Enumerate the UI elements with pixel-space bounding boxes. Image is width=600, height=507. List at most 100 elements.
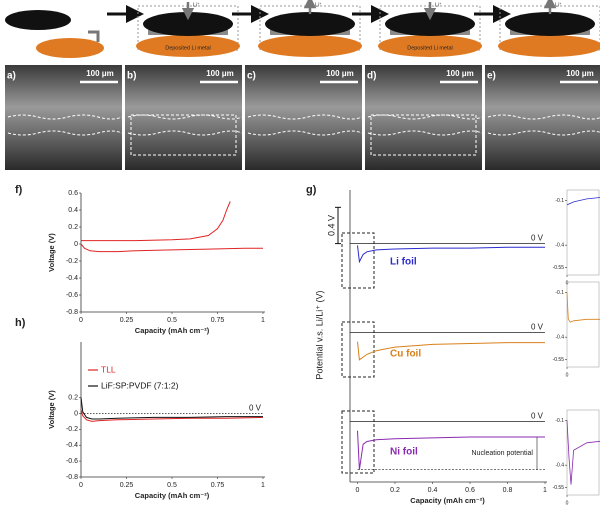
layer-boundary: [247, 130, 363, 136]
zoom-box: [341, 410, 375, 474]
ion-label: Li⁺: [555, 2, 562, 8]
y-tick-label: -0.4: [555, 463, 564, 469]
inset-frame: [566, 281, 600, 368]
layer-boundary: [127, 130, 243, 136]
y-tick-label: -0.6: [66, 292, 78, 299]
electrode: [143, 12, 233, 36]
ion-label: Li⁺: [193, 2, 200, 8]
y-tick-label: -0.8: [66, 309, 78, 316]
panel-label: d): [367, 71, 376, 82]
x-axis-label: Capacity (mAh cm⁻²): [135, 491, 210, 500]
y-axis-label: Voltage (V): [47, 390, 56, 429]
scale-label: 100 μm: [326, 69, 354, 78]
layer-boundary: [127, 114, 243, 120]
y-tick-label: 0: [74, 410, 78, 417]
deposit-label: Deposited Li metal: [165, 45, 211, 51]
reference-label: 0 V: [249, 404, 262, 413]
panel-label: b): [127, 71, 136, 82]
electrode: [258, 35, 362, 57]
data-line: [357, 245, 545, 264]
data-line: [566, 197, 600, 206]
x-tick-label: 0: [566, 500, 569, 506]
panel-label: h): [15, 317, 26, 329]
deposit-label: Deposited Li metal: [407, 45, 453, 51]
electrode: [498, 35, 600, 57]
y-tick-label: -0.4: [555, 243, 564, 249]
panel-label: a): [7, 71, 16, 82]
x-tick-label: 0.25: [120, 482, 134, 489]
data-line: [566, 292, 600, 323]
schematic: [5, 10, 104, 58]
x-tick-label: 1: [261, 317, 265, 324]
panel-label: e): [487, 71, 496, 82]
x-axis-label: Capacity (mAh cm⁻²): [135, 326, 210, 335]
series-label: Li foil: [390, 257, 417, 268]
y-tick-label: -0.8: [66, 474, 78, 481]
x-tick-label: 0: [356, 487, 360, 494]
layer-boundary: [367, 114, 483, 120]
y-tick-label: 0.2: [68, 394, 78, 401]
layer-boundary: [487, 114, 600, 120]
y-axis-label: Potential v.s. Li/Li⁺ (V): [314, 290, 324, 379]
y-tick-label: -0.55: [553, 265, 565, 271]
y-tick-label: -0.1: [555, 198, 564, 204]
scale-label: 100 μm: [566, 69, 594, 78]
x-tick-label: 1: [261, 482, 265, 489]
x-tick-label: 0: [566, 372, 569, 378]
x-tick-label: 1: [543, 487, 547, 494]
x-tick-label: 0.75: [211, 317, 225, 324]
y-tick-label: -0.6: [66, 458, 78, 465]
panel-label: f): [15, 184, 23, 196]
series-label: Ni foil: [390, 447, 418, 458]
data-line: [566, 420, 600, 485]
zoom-region: [370, 114, 477, 156]
reference-label: 0 V: [531, 234, 544, 243]
data-line: [357, 341, 545, 361]
reference-label: 0 V: [531, 412, 544, 421]
y-tick-label: 0.4: [68, 207, 78, 214]
scale-label: 0.4 V: [326, 215, 336, 236]
x-tick-label: 0.5: [167, 317, 177, 324]
electrode: [385, 12, 475, 36]
y-tick-label: -0.4: [555, 335, 564, 341]
x-tick-label: 0: [79, 482, 83, 489]
data-line: [80, 243, 263, 253]
electrode: [265, 12, 355, 36]
x-axis-label: Capacity (mAh cm⁻²): [410, 496, 485, 505]
zoom-region: [130, 114, 237, 156]
layer-boundary: [487, 130, 600, 136]
panel-label: c): [247, 71, 256, 82]
y-tick-label: -0.4: [66, 442, 78, 449]
x-tick-label: 0.25: [120, 317, 134, 324]
x-tick-label: 0.8: [503, 487, 513, 494]
scale-label: 100 μm: [206, 69, 234, 78]
data-line: [81, 201, 231, 242]
layer-boundary: [247, 114, 363, 120]
legend-label: TLL: [101, 364, 116, 374]
y-tick-label: 0.6: [68, 190, 78, 197]
zoom-box: [341, 232, 375, 289]
zoom-box: [341, 321, 375, 378]
layer-boundary: [7, 130, 123, 136]
x-tick-label: 0.6: [465, 487, 475, 494]
panel-label: g): [306, 184, 317, 196]
y-tick-label: 0.2: [68, 224, 78, 231]
layer-boundary: [367, 130, 483, 136]
y-axis-label: Voltage (V): [47, 233, 56, 272]
data-line: [357, 430, 545, 470]
inset-frame: [566, 409, 600, 496]
x-tick-label: 0.5: [167, 482, 177, 489]
y-tick-label: 0: [74, 241, 78, 248]
y-tick-label: -0.55: [553, 357, 565, 363]
legend-label: LiF:SP:PVDF (7:1:2): [101, 380, 179, 390]
scale-label: 100 μm: [86, 69, 114, 78]
electrode: [378, 35, 482, 57]
electrode: [136, 35, 240, 57]
y-tick-label: -0.2: [66, 426, 78, 433]
scale-label: 100 μm: [446, 69, 474, 78]
x-tick-label: 0.75: [211, 482, 225, 489]
electrode: [505, 12, 595, 36]
y-tick-label: -0.1: [555, 290, 564, 296]
y-tick-label: -0.2: [66, 258, 78, 265]
